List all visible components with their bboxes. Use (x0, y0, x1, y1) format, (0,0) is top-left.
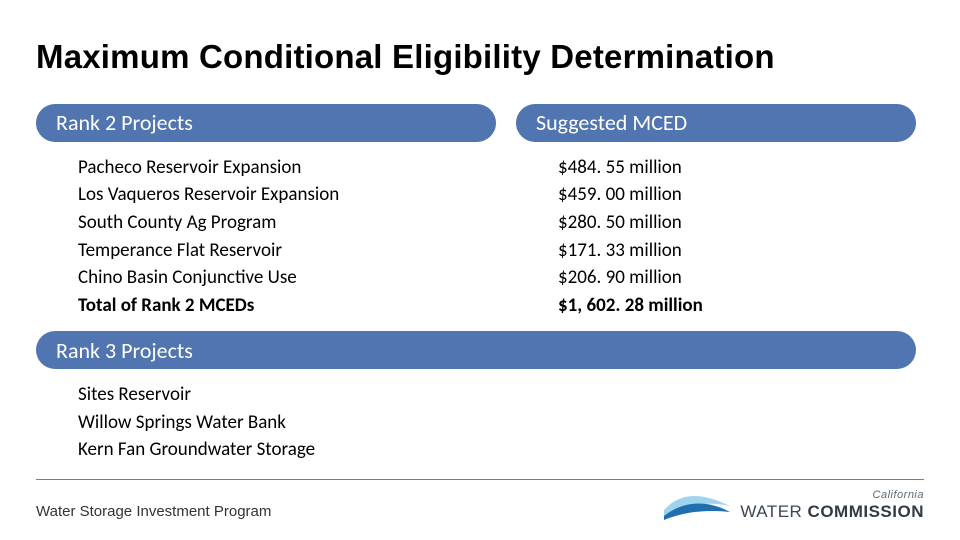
rank3-header-row: Rank 3 Projects (36, 331, 924, 369)
water-commission-logo: California WATER COMMISSION (662, 486, 924, 520)
suggested-mced-pill: Suggested MCED (516, 104, 916, 142)
rank2-row: Chino Basin Conjunctive Use$206. 90 mill… (78, 264, 924, 292)
rank3-project-name: Sites Reservoir (78, 381, 558, 409)
footer-program-text: Water Storage Investment Program (36, 503, 271, 520)
logo-main-line: WATER COMMISSION (740, 503, 924, 520)
logo-wordmark: California WATER COMMISSION (740, 490, 924, 520)
rank2-projects-pill: Rank 2 Projects (36, 104, 496, 142)
rank3-list: Sites ReservoirWillow Springs Water Bank… (36, 377, 924, 476)
rank2-header-row: Rank 2 Projects Suggested MCED (36, 104, 924, 142)
rank2-row: South County Ag Program$280. 50 million (78, 209, 924, 237)
rank3-projects-pill: Rank 3 Projects (36, 331, 916, 369)
rank2-project-name: Pacheco Reservoir Expansion (78, 154, 558, 182)
rank2-project-value: $171. 33 million (558, 237, 838, 265)
rank3-row: Sites Reservoir (78, 381, 924, 409)
rank2-row: Temperance Flat Reservoir$171. 33 millio… (78, 237, 924, 265)
rank2-project-value: $484. 55 million (558, 154, 838, 182)
rank2-row: Total of Rank 2 MCEDs$1, 602. 28 million (78, 292, 924, 320)
rank2-project-value: $459. 00 million (558, 181, 838, 209)
rank2-project-name: South County Ag Program (78, 209, 558, 237)
rank3-project-name: Willow Springs Water Bank (78, 409, 558, 437)
logo-california: California (873, 490, 924, 501)
logo-word-water: WATER (740, 502, 802, 521)
rank3-row: Willow Springs Water Bank (78, 409, 924, 437)
rank2-project-value: $280. 50 million (558, 209, 838, 237)
rank2-project-name: Chino Basin Conjunctive Use (78, 264, 558, 292)
rank2-projects-label: Rank 2 Projects (56, 109, 193, 136)
logo-word-commission: COMMISSION (808, 502, 924, 521)
slide: Maximum Conditional Eligibility Determin… (0, 0, 960, 540)
rank2-project-name: Total of Rank 2 MCEDs (78, 292, 558, 320)
rank2-row: Los Vaqueros Reservoir Expansion$459. 00… (78, 181, 924, 209)
rank3-row: Kern Fan Groundwater Storage (78, 436, 924, 464)
rank3-projects-label: Rank 3 Projects (56, 337, 193, 364)
wave-icon (662, 486, 732, 520)
rank2-project-value: $206. 90 million (558, 264, 838, 292)
page-title: Maximum Conditional Eligibility Determin… (36, 38, 924, 76)
suggested-mced-label: Suggested MCED (536, 109, 687, 136)
rank3-project-name: Kern Fan Groundwater Storage (78, 436, 558, 464)
footer: Water Storage Investment Program Califor… (36, 479, 924, 520)
rank2-list: Pacheco Reservoir Expansion$484. 55 mill… (36, 150, 924, 331)
rank2-project-name: Los Vaqueros Reservoir Expansion (78, 181, 558, 209)
rank2-row: Pacheco Reservoir Expansion$484. 55 mill… (78, 154, 924, 182)
rank2-project-name: Temperance Flat Reservoir (78, 237, 558, 265)
rank2-project-value: $1, 602. 28 million (558, 292, 838, 320)
